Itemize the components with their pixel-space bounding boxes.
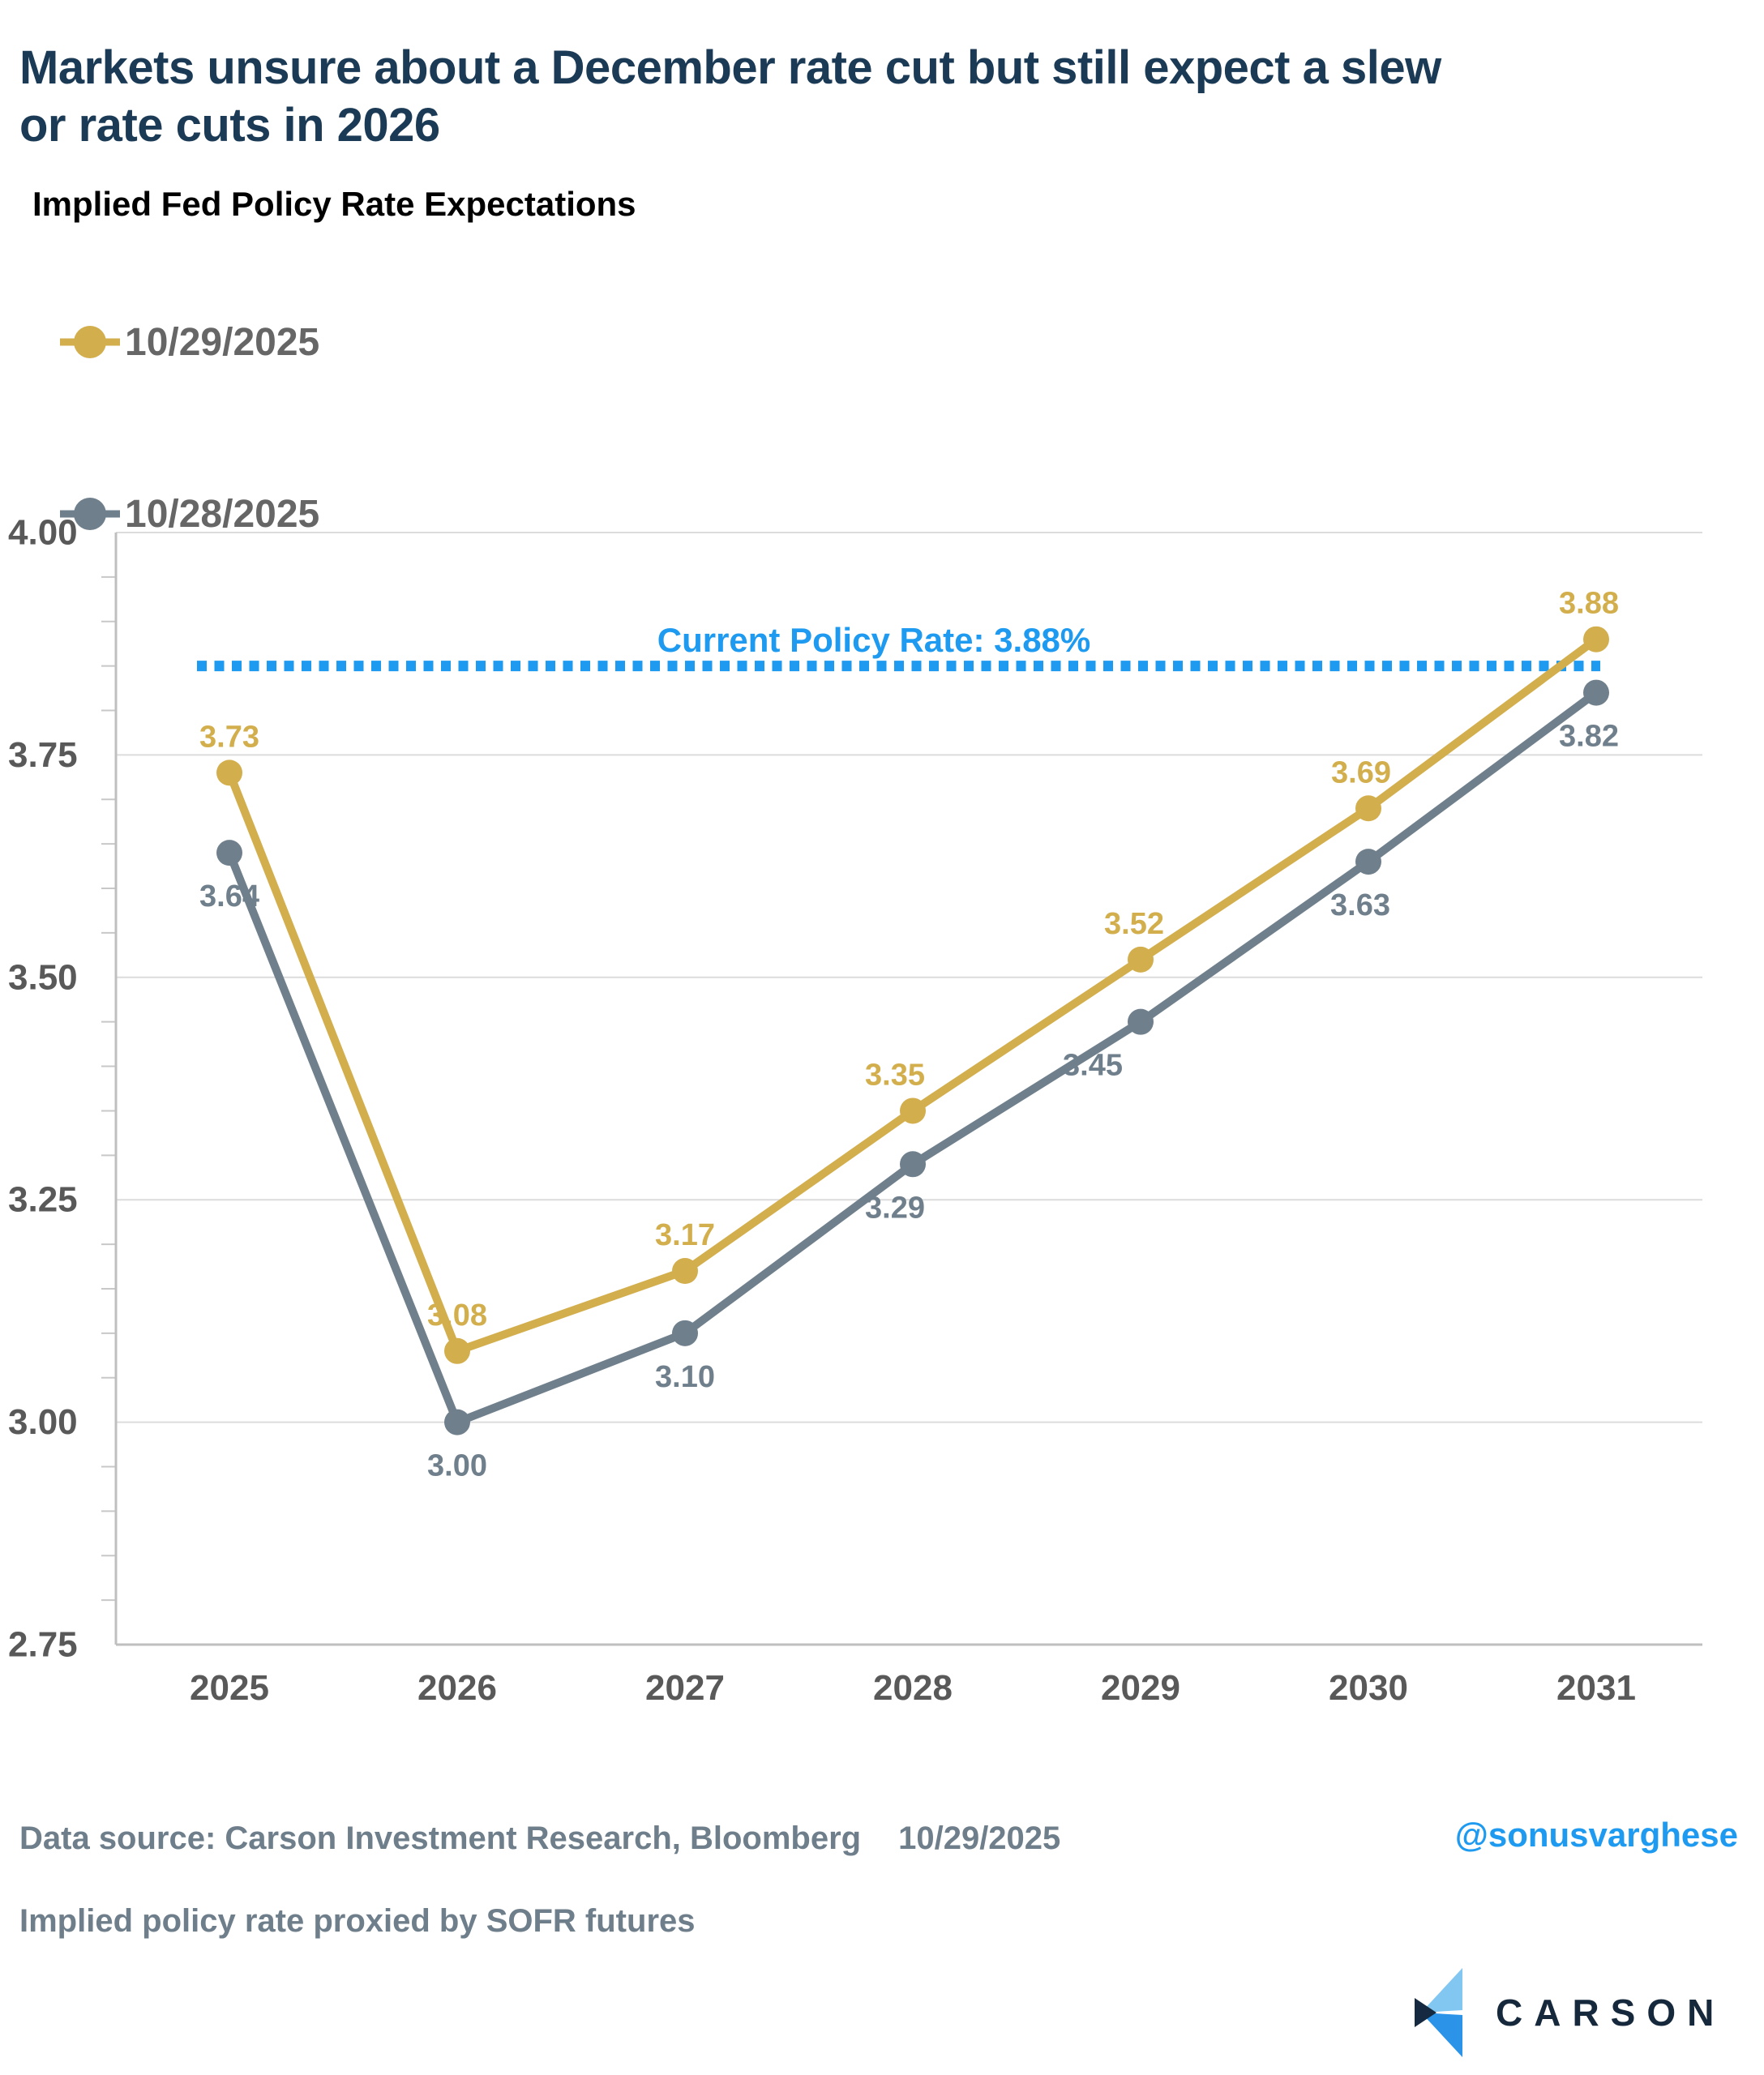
series-1-point-2029 [1128, 1008, 1154, 1035]
series-1-value-label: 3.82 [1559, 720, 1619, 754]
page-title: Markets unsure about a December rate cut… [19, 41, 1441, 152]
series-1-point-2026 [444, 1409, 470, 1435]
logo-triangle-mid [1421, 2013, 1462, 2057]
series-0-value-label: 3.17 [655, 1218, 715, 1252]
footer-source: Data source: Carson Investment Research,… [19, 1820, 1060, 1857]
chart-subtitle: Implied Fed Policy Rate Expectations [32, 185, 636, 223]
series-0-value-label: 3.88 [1559, 587, 1619, 621]
series-0-point-2029 [1128, 946, 1154, 973]
series-0-value-label: 3.52 [1104, 907, 1164, 941]
series-1-point-2027 [672, 1320, 698, 1346]
x-axis-label: 2031 [1556, 1668, 1636, 1708]
brand-name: CARSON [1496, 1992, 1726, 2034]
series-0-value-label: 3.08 [427, 1298, 487, 1333]
series-1-value-label: 3.64 [199, 879, 259, 913]
series-1-point-2025 [216, 840, 242, 866]
logo-triangle-light [1421, 1968, 1462, 2013]
y-axis-label: 2.75 [8, 1625, 78, 1665]
y-axis-label: 3.00 [8, 1402, 78, 1442]
series-line-0 [225, 635, 1599, 1357]
x-axis-label: 2026 [417, 1668, 497, 1708]
legend-dot-icon [74, 326, 106, 358]
series-0-value-label: 3.35 [865, 1058, 925, 1092]
x-axis-label: 2027 [645, 1668, 725, 1708]
logo-triangle-dark [1415, 1998, 1436, 2027]
legend-marker-gold-icon [60, 326, 120, 358]
series-0-point-2025 [216, 759, 242, 786]
legend-item-0: 10/29/2025 [60, 319, 319, 365]
legend-label: 10/29/2025 [125, 320, 320, 364]
legend-marker-gray-icon [60, 498, 120, 530]
legend: 10/29/2025 10/28/2025 [60, 319, 319, 663]
footer-note: Implied policy rate proxied by SOFR futu… [19, 1903, 696, 1939]
legend-item-1: 10/28/2025 [60, 491, 319, 537]
series-1-value-label: 3.45 [1063, 1049, 1123, 1083]
series-1-point-2031 [1583, 679, 1609, 706]
source-date: 10/29/2025 [898, 1820, 1061, 1856]
carson-logo-mark-icon [1415, 1968, 1462, 2057]
legend-label: 10/28/2025 [125, 492, 320, 536]
series-0-point-2030 [1355, 795, 1381, 822]
series-1-value-label: 3.10 [655, 1360, 715, 1394]
social-handle: @sonusvarghese [1454, 1816, 1738, 1854]
series-1-value-label: 3.63 [1330, 888, 1390, 922]
x-axis-label: 2028 [873, 1668, 953, 1708]
x-axis-label: 2030 [1329, 1668, 1408, 1708]
legend-dot-icon [74, 498, 106, 530]
series-1-point-2028 [900, 1151, 926, 1178]
y-axis-label: 3.25 [8, 1180, 78, 1220]
current-policy-rate-label: Current Policy Rate: 3.88% [657, 621, 1091, 659]
series-0-point-2026 [444, 1337, 470, 1364]
y-axis-label: 3.50 [8, 957, 78, 997]
y-axis-label: 3.75 [8, 735, 78, 775]
series-0-point-2027 [672, 1258, 698, 1285]
series-1-value-label: 3.00 [427, 1449, 487, 1483]
x-axis-label: 2029 [1101, 1668, 1180, 1708]
series-1-point-2030 [1355, 849, 1381, 875]
series-0-value-label: 3.73 [199, 720, 259, 754]
series-0-point-2031 [1583, 626, 1609, 652]
series-0-point-2028 [900, 1097, 926, 1124]
x-axis-label: 2025 [190, 1668, 269, 1708]
source-text: Data source: Carson Investment Research,… [19, 1820, 862, 1856]
y-axis-label: 4.00 [8, 513, 78, 553]
series-0-value-label: 3.69 [1331, 755, 1391, 789]
carson-logo: CARSON [1415, 1968, 1725, 2057]
series-1-value-label: 3.29 [865, 1191, 925, 1225]
